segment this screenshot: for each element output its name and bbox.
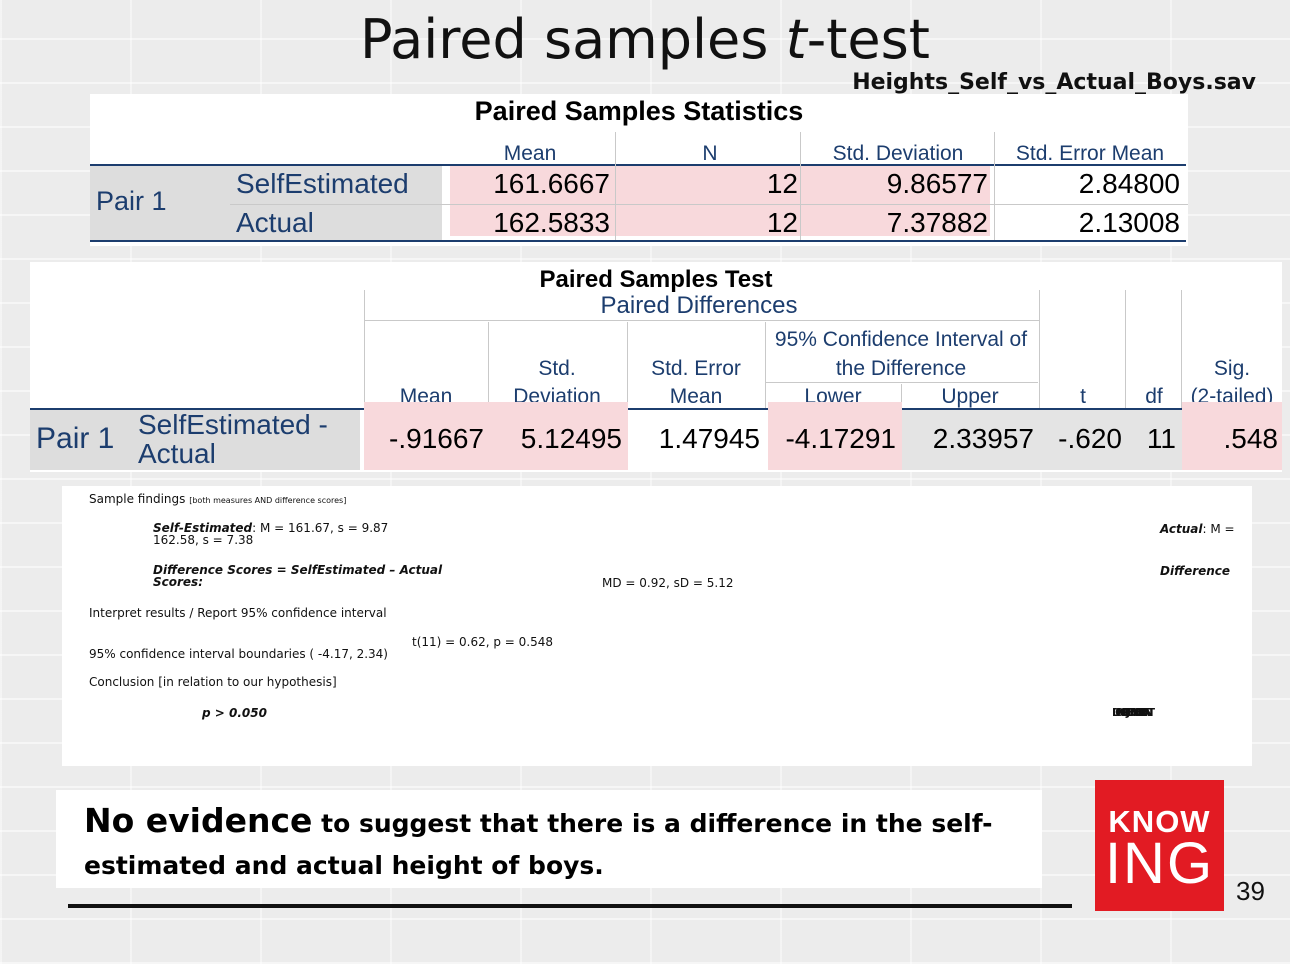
test-header-t: t bbox=[1080, 385, 1086, 408]
lower-highlight bbox=[768, 402, 902, 470]
test-header-df: df bbox=[1145, 385, 1163, 408]
knowing-logo: KNOW ING bbox=[1095, 780, 1224, 911]
stats-col-divider bbox=[800, 132, 801, 240]
difference-scores-label: Difference Scores = SelfEstimated – Actu… bbox=[153, 563, 443, 577]
stats-header-rule bbox=[90, 164, 1186, 166]
stats-row-divider bbox=[230, 204, 1188, 205]
stats-row-label: Actual bbox=[236, 207, 314, 238]
data-filename: Heights_Self_vs_Actual_Boys.sav bbox=[852, 70, 1256, 95]
test-col-divider bbox=[364, 290, 365, 408]
paired-samples-statistics-table: Paired Samples Statistics Mean N Std. De… bbox=[90, 94, 1188, 246]
actual-summary: Actual: M = bbox=[1160, 522, 1235, 536]
ci-header-line2: the Difference bbox=[835, 357, 967, 380]
actual-summary-continued: 162.58, s = 7.38 bbox=[153, 533, 254, 547]
interpret-heading: Interpret results / Report 95% confidenc… bbox=[89, 606, 387, 620]
test-pair-label: Pair 1 bbox=[36, 422, 115, 455]
test-col-divider bbox=[627, 322, 628, 408]
test-header-sig: Sig. bbox=[1213, 357, 1251, 380]
stats-cell-mean: 161.6667 bbox=[493, 168, 610, 199]
self-estimated-summary: Self-Estimated: M = 161.67, s = 9.87 bbox=[153, 521, 389, 535]
notes-panel: Sample findings [both measures AND diffe… bbox=[62, 486, 1252, 766]
stats-cell-sd: 7.37882 bbox=[886, 207, 988, 238]
stats-header-mean: Mean bbox=[503, 142, 557, 165]
logo-line1: KNOW bbox=[1108, 804, 1211, 839]
sample-findings-heading: Sample findings [both measures AND diffe… bbox=[89, 492, 347, 506]
conclusion-heading: Conclusion [in relation to our hypothesi… bbox=[89, 675, 337, 689]
paired-differences-header: Paired Differences bbox=[600, 292, 798, 319]
stats-cell-n: 12 bbox=[766, 207, 798, 238]
mean-sd-highlight bbox=[364, 402, 628, 470]
test-cell-lower: -4.17291 bbox=[785, 423, 896, 454]
stats-col-divider bbox=[615, 132, 616, 240]
overlapping-decision-text: DO NOT REJECT H0 NOT SIGNIFICANT bbox=[1112, 706, 1155, 719]
paired-samples-test-table: Paired Samples Test Paired Differences 9… bbox=[30, 262, 1282, 472]
stats-col-divider bbox=[994, 132, 995, 240]
difference-label-right: Difference bbox=[1160, 564, 1231, 578]
stats-header-sem: Std. Error Mean bbox=[1015, 142, 1165, 165]
test-row-label: SelfEstimated - bbox=[138, 409, 328, 440]
test-col-divider bbox=[765, 322, 766, 408]
stats-header-n: N bbox=[702, 142, 718, 165]
upper-cell-bg bbox=[902, 410, 1040, 470]
scores-label: Scores: bbox=[153, 575, 204, 589]
stats-header-sd: Std. Deviation bbox=[832, 142, 964, 165]
test-row-label: Actual bbox=[138, 438, 216, 469]
test-header-sem: Mean bbox=[669, 385, 723, 408]
slide-title: Paired samples t-test bbox=[360, 8, 930, 71]
p-value-result: p > 0.050 bbox=[202, 706, 267, 720]
test-col-divider bbox=[1039, 290, 1040, 408]
test-col-divider bbox=[901, 384, 902, 408]
test-cell-sem: 1.47945 bbox=[658, 423, 760, 454]
stats-bottom-rule bbox=[90, 240, 1186, 242]
test-col-divider bbox=[488, 322, 489, 408]
conclusion-text: No evidence to suggest that there is a d… bbox=[84, 801, 993, 880]
test-col-divider bbox=[1181, 290, 1182, 408]
conclusion-box: No evidence to suggest that there is a d… bbox=[56, 790, 1042, 888]
test-table-title: Paired Samples Test bbox=[539, 266, 773, 293]
ci-boundaries: 95% confidence interval boundaries ( -4.… bbox=[89, 647, 388, 661]
stats-cell-n: 12 bbox=[766, 168, 798, 199]
stats-row-label: SelfEstimated bbox=[236, 168, 409, 199]
t-test-result: t(11) = 0.62, p = 0.548 bbox=[412, 635, 554, 649]
difference-summary: MD = 0.92, sD = 5.12 bbox=[602, 576, 734, 590]
test-cell-sd: 5.12495 bbox=[520, 423, 622, 454]
test-header-rule bbox=[766, 382, 1038, 383]
test-col-divider bbox=[1125, 290, 1126, 408]
sig-highlight bbox=[1182, 402, 1282, 470]
page-number: 39 bbox=[1236, 876, 1265, 906]
footer-rule bbox=[68, 904, 1072, 908]
logo-line2: ING bbox=[1104, 831, 1215, 896]
test-cell-mean: -.91667 bbox=[389, 423, 484, 454]
test-cell-upper: 2.33957 bbox=[932, 423, 1034, 454]
test-row-header-bg bbox=[30, 410, 360, 470]
stats-cell-sem: 2.84800 bbox=[1078, 168, 1180, 199]
stats-table-title: Paired Samples Statistics bbox=[474, 96, 804, 126]
stats-cell-sem: 2.13008 bbox=[1078, 207, 1180, 238]
mean-highlight bbox=[450, 166, 618, 236]
n-sd-highlight bbox=[618, 166, 990, 236]
test-header-bottom-rule bbox=[30, 408, 1282, 410]
test-header-sem: Std. Error bbox=[651, 357, 741, 380]
test-header-upper: Upper bbox=[941, 385, 999, 408]
t-df-cell-bg bbox=[1040, 410, 1182, 470]
stats-cell-mean: 162.5833 bbox=[493, 207, 610, 238]
stats-cell-sd: 9.86577 bbox=[886, 168, 988, 199]
test-header-rule bbox=[364, 320, 1040, 321]
test-cell-df: 11 bbox=[1146, 423, 1176, 454]
test-cell-t: -.620 bbox=[1058, 423, 1122, 454]
test-header-sd: Std. bbox=[538, 357, 576, 380]
test-cell-sig: .548 bbox=[1223, 423, 1279, 454]
stats-pair-label: Pair 1 bbox=[96, 186, 167, 216]
ci-header-line1: 95% Confidence Interval of bbox=[774, 328, 1028, 351]
